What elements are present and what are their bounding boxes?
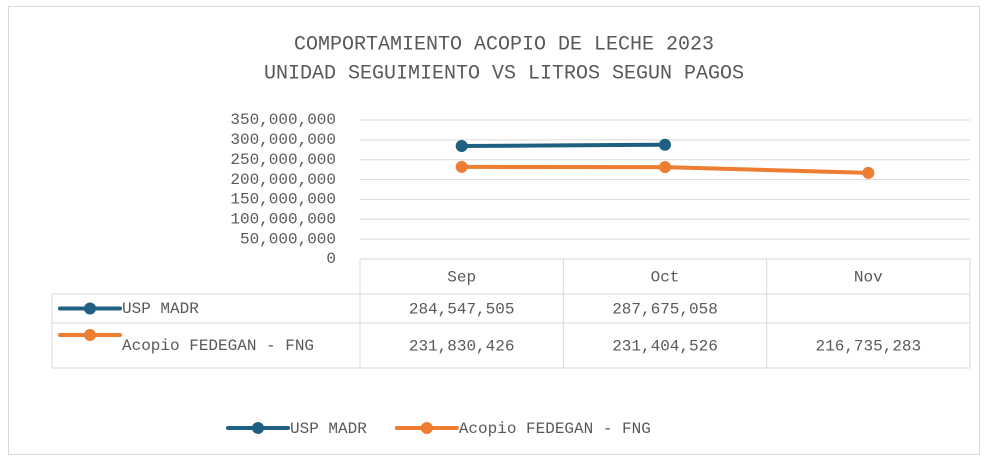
table-row-label-box: Acopio FEDEGAN - FNG: [122, 336, 315, 355]
table-row-label-box: USP MADR: [122, 299, 199, 318]
data-table-value: 231,404,526: [612, 338, 718, 356]
data-table-value: 216,735,283: [816, 338, 922, 356]
chart-title: COMPORTAMIENTO ACOPIO DE LECHE 2023: [294, 33, 714, 56]
data-table-value: 287,675,058: [612, 301, 718, 319]
legend-label: Acopio FEDEGAN - FNG: [459, 420, 651, 438]
y-tick-label: 0: [326, 250, 336, 268]
x-tick-label: Sep: [447, 269, 476, 287]
y-tick-label: 200,000,000: [230, 171, 336, 189]
y-tick-label: 300,000,000: [230, 131, 336, 149]
data-point: [862, 166, 875, 179]
data-point: [455, 139, 468, 152]
series-line: [459, 142, 667, 148]
legend-key: [420, 422, 433, 434]
data-table-value: 284,547,505: [409, 301, 515, 319]
legend-label: USP MADR: [290, 420, 367, 438]
data-point: [659, 138, 671, 151]
legend-key: [252, 422, 264, 434]
table-legend-key: [84, 329, 96, 341]
y-tick-label: 50,000,000: [240, 230, 336, 248]
x-tick-label: Nov: [854, 269, 883, 287]
chart-border: [8, 6, 980, 455]
data-point: [455, 160, 468, 173]
y-tick-label: 100,000,000: [230, 211, 336, 229]
y-tick-label: 150,000,000: [230, 191, 336, 209]
chart-subtitle: UNIDAD SEGUIMIENTO VS LITROS SEGUN PAGOS: [264, 62, 744, 85]
table-row-label: Acopio FEDEGAN - FNG: [122, 336, 315, 355]
table-row-label: USP MADR: [122, 299, 199, 318]
x-tick-label: Oct: [651, 269, 680, 287]
y-tick-label: 350,000,000: [230, 111, 336, 129]
table-legend-key: [84, 302, 96, 315]
y-tick-label: 250,000,000: [230, 151, 336, 169]
data-table-value: 231,830,426: [409, 338, 515, 356]
data-point: [659, 161, 671, 174]
